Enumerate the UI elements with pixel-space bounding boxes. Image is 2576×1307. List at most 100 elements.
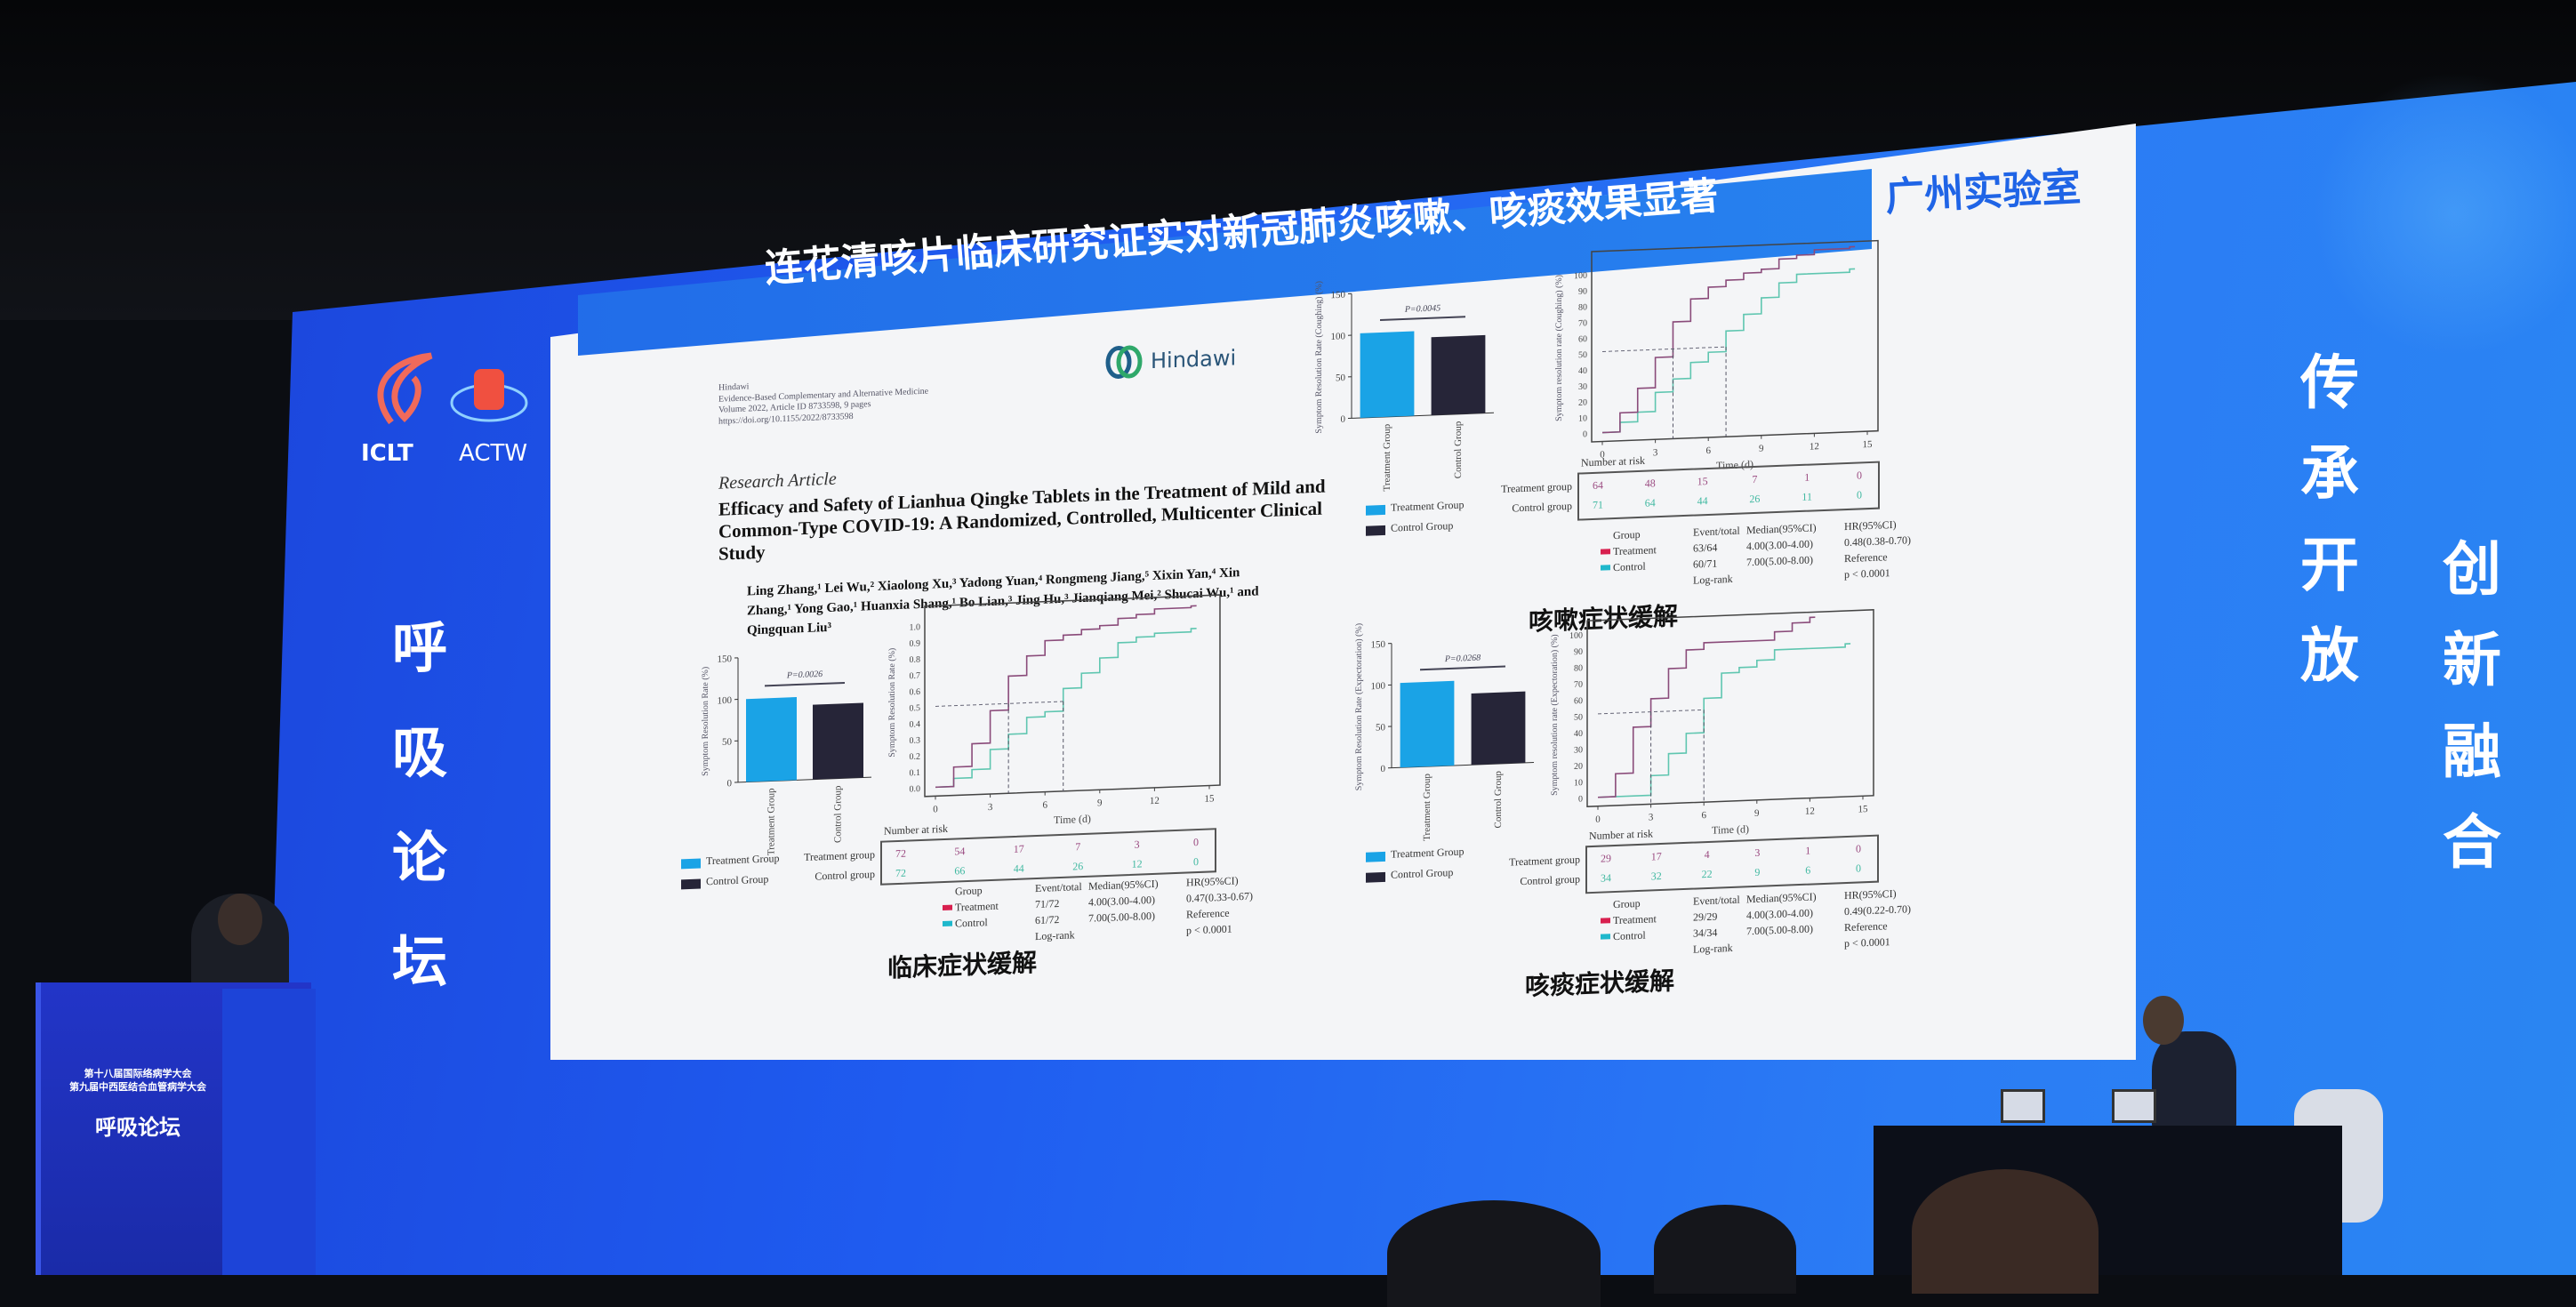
summary-header: HR(95%CI) bbox=[1844, 516, 1942, 533]
hindawi-rings-icon bbox=[1104, 343, 1144, 381]
y-tick-label: 30 bbox=[1578, 382, 1587, 392]
risk-row-label: Treatment group bbox=[1501, 480, 1572, 496]
y-tick-label: 30 bbox=[1574, 745, 1583, 755]
y-tick-label: 10 bbox=[1578, 413, 1587, 423]
legend-label: Treatment Group bbox=[1391, 846, 1465, 862]
y-tick-label: 0.8 bbox=[910, 655, 920, 665]
legend-label: Treatment Group bbox=[706, 852, 780, 868]
y-tick-label: 100 bbox=[1574, 271, 1587, 282]
group-swatch bbox=[943, 921, 952, 926]
median-line bbox=[935, 702, 1063, 707]
risk-count: 0 bbox=[1845, 862, 1872, 876]
y-tick-label: 50 bbox=[1336, 373, 1345, 383]
risk-count: 3 bbox=[1124, 838, 1151, 852]
table-monitor bbox=[2001, 1089, 2045, 1123]
y-tick-label: 40 bbox=[1578, 366, 1587, 376]
median-line bbox=[1602, 347, 1726, 351]
y-tick-label: 50 bbox=[1376, 722, 1385, 733]
panelist-head bbox=[2143, 996, 2184, 1045]
y-tick-label: 0.1 bbox=[910, 768, 920, 778]
y-tick-label: 100 bbox=[1371, 681, 1386, 693]
speaker-head bbox=[218, 894, 262, 945]
category-label: Treatment Group bbox=[1422, 773, 1432, 841]
figure-caption: 咳痰症状缓解 bbox=[1525, 958, 1756, 1003]
y-tick-label: 100 bbox=[718, 695, 733, 707]
summary-cell: Reference bbox=[1844, 548, 1942, 565]
podium-conference-title: 第十八届国际络病学大会 第九届中西医结合血管病学大会 bbox=[53, 1067, 222, 1095]
legend-swatch bbox=[1366, 872, 1385, 883]
summary-cell: Treatment bbox=[1613, 910, 1693, 926]
summary-cell: 29/29 bbox=[1693, 909, 1746, 924]
bar bbox=[813, 702, 863, 779]
legend-item: Control Group bbox=[1366, 865, 1481, 886]
y-axis-label: Symptom Resolution Rate (%) bbox=[887, 648, 897, 758]
legend-swatch bbox=[1366, 525, 1385, 536]
legend-swatch bbox=[681, 859, 701, 870]
risk-count: 44 bbox=[1006, 862, 1032, 876]
y-axis-label: Symptom Resolution Rate (%) bbox=[701, 667, 710, 776]
group-swatch bbox=[1601, 918, 1610, 923]
group-swatch bbox=[1601, 934, 1610, 939]
y-tick-label: 0 bbox=[727, 778, 733, 789]
y-tick-label: 50 bbox=[1578, 350, 1587, 360]
y-tick-label: 10 bbox=[1574, 778, 1583, 788]
podium-line: 第九届中西医结合血管病学大会 bbox=[53, 1080, 222, 1094]
summary-cell: 60/71 bbox=[1693, 556, 1746, 571]
y-tick-label: 0.5 bbox=[910, 703, 920, 713]
summary-cell: 7.00(5.00-8.00) bbox=[1088, 908, 1186, 925]
x-tick-label: 6 bbox=[1701, 810, 1706, 821]
y-tick-label: 0.2 bbox=[910, 752, 920, 762]
summary-cell: Control bbox=[955, 914, 1035, 930]
logrank-label: Log-rank bbox=[1035, 927, 1088, 942]
panelist bbox=[2152, 1031, 2236, 1129]
p-value-label: P=0.0045 bbox=[1404, 303, 1440, 315]
bar bbox=[1472, 692, 1526, 766]
legend-label: Control Group bbox=[706, 873, 768, 889]
risk-count: 29 bbox=[1593, 852, 1619, 866]
y-tick-label: 80 bbox=[1574, 663, 1583, 673]
summary-header: Group bbox=[955, 882, 1035, 898]
risk-row-label: Treatment group bbox=[1509, 854, 1580, 870]
summary-header: Median(95%CI) bbox=[1746, 520, 1844, 537]
p-value-label: P=0.0268 bbox=[1444, 654, 1481, 665]
category-label: Treatment Group bbox=[766, 788, 777, 856]
y-axis-label: Symptom resolution rate (Expectoration) … bbox=[1550, 634, 1560, 796]
control-curve bbox=[1602, 269, 1855, 432]
risk-box bbox=[1585, 835, 1879, 894]
risk-count: 32 bbox=[1643, 870, 1670, 884]
y-tick-label: 0 bbox=[1341, 414, 1346, 425]
risk-box bbox=[1577, 461, 1880, 521]
risk-count: 64 bbox=[1585, 478, 1611, 493]
significance-bracket bbox=[1420, 667, 1505, 670]
risk-count: 3 bbox=[1744, 846, 1770, 860]
risk-count: 4 bbox=[1694, 847, 1721, 862]
risk-count: 0 bbox=[1845, 842, 1872, 856]
audience-head bbox=[1654, 1205, 1796, 1294]
y-tick-label: 90 bbox=[1578, 286, 1587, 296]
y-axis-label: Symptom Resolution Rate (Expectoration) … bbox=[1354, 623, 1364, 791]
risk-count: 48 bbox=[1637, 477, 1664, 491]
risk-count: 1 bbox=[1794, 844, 1821, 858]
bar bbox=[1432, 335, 1486, 415]
summary-header: Event/total bbox=[1693, 524, 1746, 539]
y-tick-label: 0 bbox=[1578, 794, 1583, 804]
summary-cell: 0.47(0.33-0.67) bbox=[1186, 888, 1284, 905]
summary-cell: Reference bbox=[1844, 917, 1942, 934]
risk-count: 26 bbox=[1064, 860, 1091, 874]
risk-count: 71 bbox=[1585, 498, 1611, 512]
chart-legend: Treatment Group Control Group bbox=[1366, 845, 1481, 885]
summary-header: Group bbox=[1613, 894, 1693, 910]
x-tick-label: 3 bbox=[988, 802, 993, 813]
